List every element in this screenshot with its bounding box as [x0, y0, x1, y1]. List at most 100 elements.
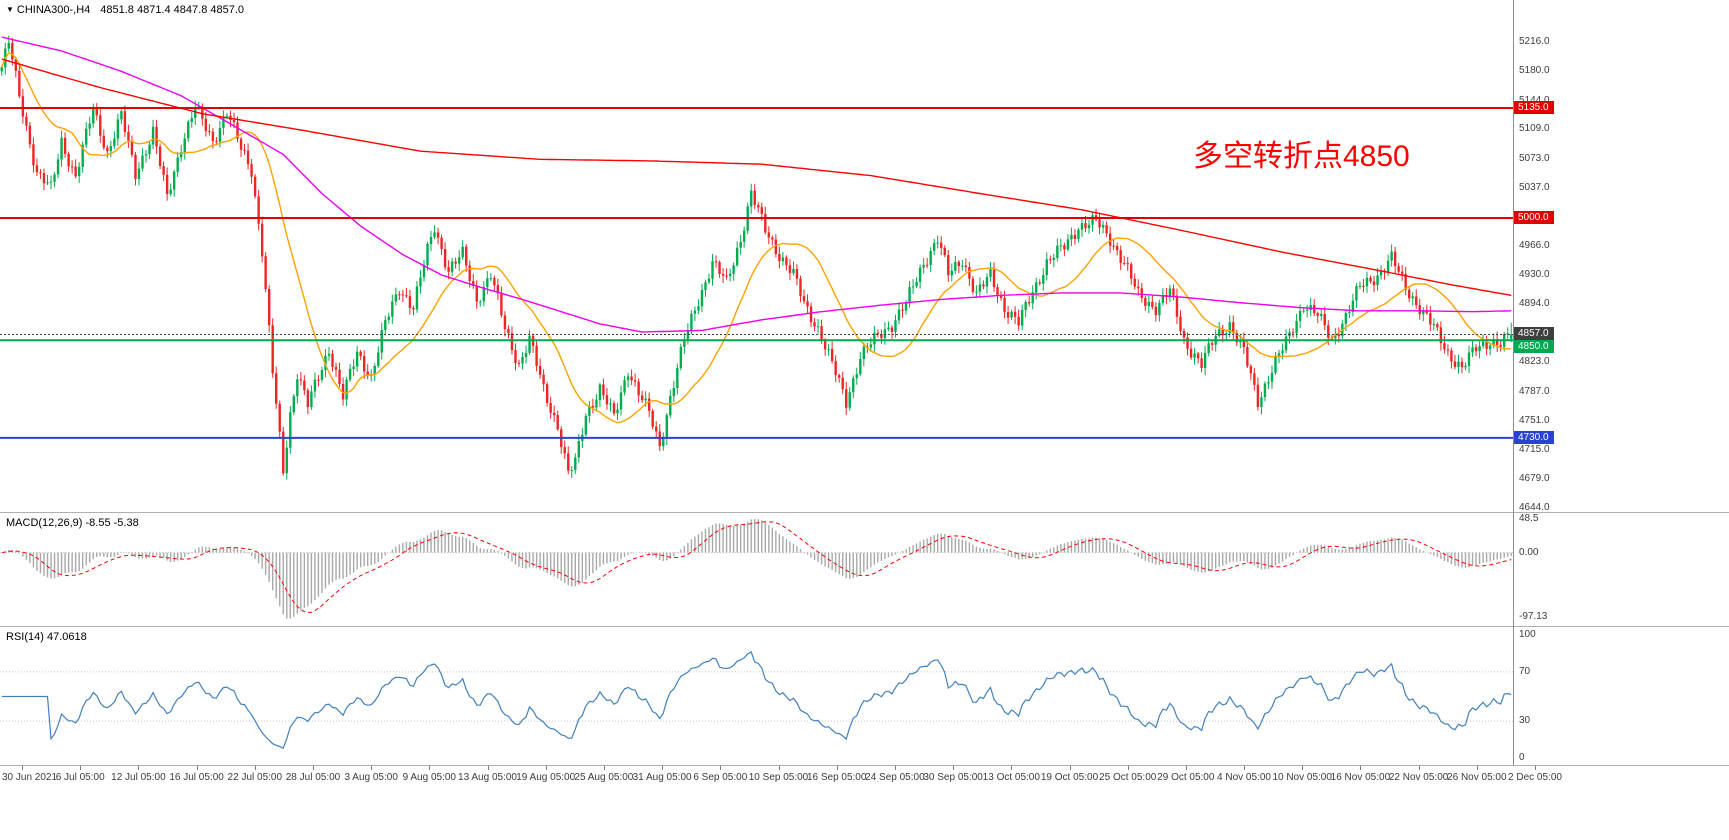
price-axis-label: 5073.0 [1519, 152, 1550, 164]
time-axis-label: 9 Aug 05:00 [402, 772, 456, 783]
time-axis: 30 Jun 2021 6 Jul 05:00 12 Jul 05:00 16 Jul… [0, 766, 1729, 840]
price-axis-label: 5037.0 [1519, 181, 1550, 193]
time-axis-label: 6 Jul 05:00 [55, 772, 105, 783]
time-axis-tick [80, 766, 82, 770]
time-axis-tick [313, 766, 314, 770]
ma-slow-line [1, 58, 1512, 297]
price-axis-label: 5216.0 [1519, 36, 1550, 47]
rsi-pane-label: RSI(14) 47.0618 [6, 631, 87, 643]
time-axis-tick [1011, 766, 1013, 770]
time-axis-tick [254, 766, 256, 770]
time-axis-tick [894, 766, 896, 770]
time-axis-label: 22 Jul 05:00 [227, 772, 283, 783]
macd-axis-label: 48.5 [1519, 513, 1539, 524]
time-axis-label: 19 Aug 05:00 [516, 772, 576, 783]
time-axis-tick [603, 766, 605, 770]
macd-axis-label: 0.00 [1519, 546, 1539, 558]
price-axis-label: 5109.0 [1519, 123, 1550, 135]
time-axis-label: 13 Aug 05:00 [458, 772, 517, 783]
time-axis-label: 13 Oct 05:00 [982, 772, 1040, 783]
time-axis-label: 29 Oct 05:00 [1157, 772, 1215, 783]
ma-fast-line [1, 52, 1512, 424]
time-axis-label: 6 Sep 05:00 [693, 772, 748, 783]
rsi-axis-label: 70 [1519, 665, 1531, 677]
price-axis-badge: 5000.0 [1514, 210, 1554, 224]
rsi-current-value: 47.0618 [46, 631, 87, 643]
symbol-title: CHINA300-,H4 [16, 4, 91, 16]
time-axis-label: 26 Nov 05:00 [1447, 772, 1507, 783]
chart-bottom-frame [0, 765, 1729, 766]
macd-rsi-separator[interactable] [0, 626, 1729, 627]
time-axis-label: 30 Sep 05:00 [923, 772, 983, 783]
time-axis-label: 10 Nov 05:00 [1272, 772, 1332, 783]
rsi-axis-label: 30 [1519, 715, 1531, 727]
time-axis-label: 22 Nov 05:00 [1388, 772, 1449, 783]
candlestick-chart[interactable] [0, 0, 1513, 513]
macd-indicator-chart[interactable] [0, 513, 1513, 626]
price-scale-separator[interactable] [1513, 0, 1514, 840]
price-axis-badge: 4857.0 [1514, 327, 1554, 341]
time-axis-label: 16 Sep 05:00 [806, 772, 867, 783]
price-axis-label: 4715.0 [1519, 444, 1550, 456]
annotation-text: 多空转折点4850 [1193, 140, 1410, 173]
time-axis-tick [953, 766, 955, 770]
price-axis-label: 5144.0 [1519, 95, 1550, 106]
time-axis-tick [545, 766, 547, 770]
time-axis-tick [662, 766, 664, 770]
time-axis-tick [371, 766, 373, 770]
price-macd-separator[interactable] [0, 512, 1729, 513]
time-axis-tick [138, 766, 140, 770]
time-axis-label: 30 Jun 2021 [2, 772, 58, 783]
macd-axis-label: -97.13 [1519, 611, 1548, 622]
price-axis-label: 4679.0 [1519, 473, 1550, 485]
time-axis-label: 19 Oct 05:00 [1040, 772, 1099, 783]
price-axis-label: 5180.0 [1519, 65, 1550, 77]
time-axis-tick [1535, 766, 1536, 770]
macd-current-values: -8.55 -5.38 [85, 517, 139, 529]
rsi-line [1, 651, 1512, 750]
time-axis-label: 25 Oct 05:00 [1099, 772, 1157, 783]
price-axis-badge: 5135.0 [1514, 100, 1554, 114]
rsi-axis-label: 0 [1519, 752, 1525, 763]
ma-mid-line [1, 36, 1512, 333]
price-axis-label: 4823.0 [1519, 356, 1550, 368]
symbol-dropdown-icon[interactable]: ▼ [6, 5, 14, 14]
time-axis-tick [1127, 766, 1129, 770]
price-axis-label: 4966.0 [1519, 239, 1550, 251]
price-axis-label: 4894.0 [1519, 298, 1550, 310]
time-axis-label: 3 Aug 05:00 [344, 772, 398, 783]
macd-signal-line [1, 521, 1512, 614]
time-axis-tick [487, 766, 489, 770]
price-axis-label: 4644.0 [1519, 502, 1550, 513]
macd-pane-label: MACD(12,26,9) -8.55 -5.38 [6, 517, 139, 529]
time-axis-label: 31 Aug 05:00 [632, 772, 692, 783]
rsi-indicator-chart[interactable] [0, 627, 1513, 765]
time-axis-tick [1476, 766, 1478, 770]
ohlc-values: 4851.8 4871.4 4847.8 4857.0 [100, 4, 245, 16]
time-axis-tick [1244, 766, 1245, 770]
time-axis-label: 24 Sep 05:00 [865, 772, 925, 783]
time-axis-tick [778, 766, 780, 770]
price-axis-label: 4930.0 [1519, 269, 1550, 280]
time-axis-label: 12 Jul 05:00 [111, 772, 166, 783]
time-axis-tick [429, 766, 431, 770]
time-axis-label: 10 Sep 05:00 [748, 772, 809, 783]
time-axis-tick [1069, 766, 1071, 770]
time-axis-tick [1418, 766, 1420, 770]
time-axis-label: 25 Aug 05:00 [574, 772, 634, 783]
price-axis-badge: 4730.0 [1514, 430, 1554, 444]
time-axis-tick [836, 766, 838, 770]
rsi-axis-label: 100 [1519, 629, 1536, 640]
time-axis-label: 2 Dec 05:00 [1508, 772, 1562, 783]
time-axis-tick [1360, 766, 1362, 770]
price-axis-label: 4751.0 [1519, 414, 1550, 426]
price-axis-badge: 4850.0 [1514, 340, 1554, 354]
time-axis-label: 28 Jul 05:00 [285, 772, 341, 783]
time-axis-label: 16 Nov 05:00 [1330, 772, 1391, 783]
time-axis-label: 4 Nov 05:00 [1217, 772, 1271, 783]
time-axis-tick [22, 766, 23, 770]
time-axis-tick [720, 766, 722, 770]
time-axis-tick [1185, 766, 1187, 770]
time-axis-tick [196, 766, 198, 770]
